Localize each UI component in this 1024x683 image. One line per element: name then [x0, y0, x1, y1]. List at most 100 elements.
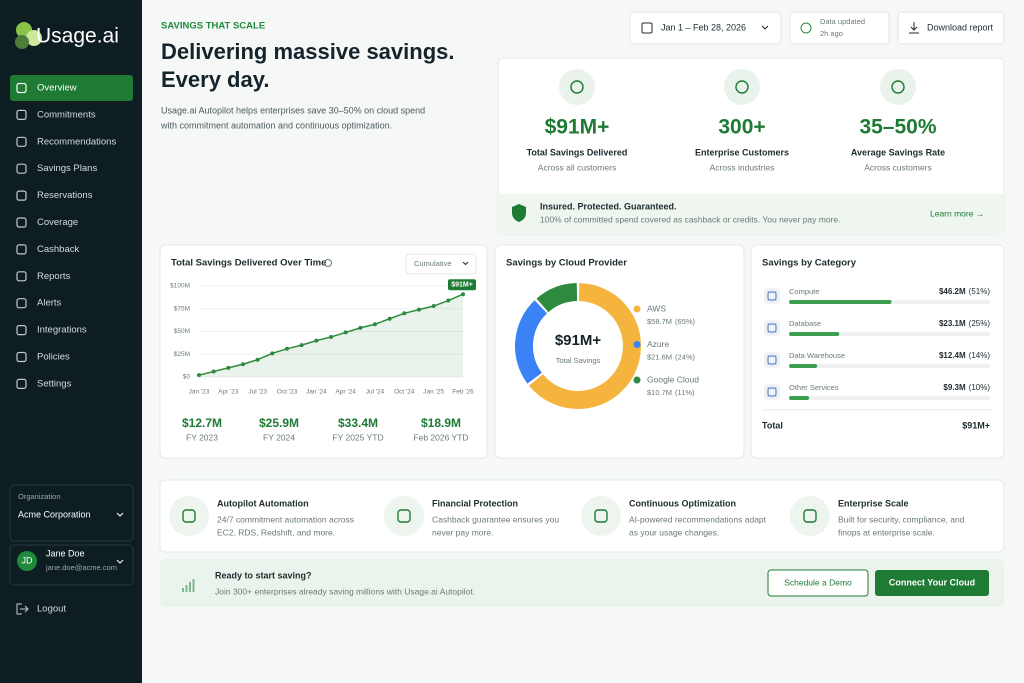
demo-label[interactable]: Schedule a Demo [784, 577, 852, 587]
point [358, 325, 363, 330]
avatar-initials: JD [22, 555, 34, 565]
legend-dot [633, 376, 641, 384]
nav-item[interactable]: Alerts [37, 298, 62, 309]
x-tick-label: Jan '23 [189, 389, 210, 396]
nav-item[interactable]: Settings [37, 378, 72, 389]
connect-label[interactable]: Connect Your Cloud [889, 577, 975, 587]
mode-select[interactable] [405, 253, 477, 275]
point [387, 316, 392, 321]
feature-text: 24/7 commitment automation across [217, 514, 354, 524]
summary-value: $33.4M [338, 416, 378, 430]
share-label: (14%) [969, 351, 991, 360]
date-range[interactable]: Jan 1 – Feb 28, 2026 [661, 22, 746, 32]
point [314, 338, 319, 343]
brand: Usage.ai [36, 25, 119, 48]
nav-item[interactable]: Reports [37, 271, 71, 282]
nav-item[interactable]: Savings Plans [37, 163, 97, 174]
summary-value: $12.7M [182, 416, 222, 430]
category-icon [764, 384, 780, 400]
stat-glyph [735, 80, 749, 94]
x-tick-label: Apr '24 [335, 389, 356, 396]
nav-icon [16, 325, 27, 336]
download[interactable]: Download report [927, 22, 994, 32]
legend-value: $10.7M (11%) [647, 388, 695, 397]
nav-item[interactable]: Coverage [37, 217, 78, 228]
value-label: $12.4M [939, 351, 966, 360]
category-name: Other Services [789, 383, 839, 392]
category-name: Data Warehouse [789, 351, 845, 360]
summary-label: FY 2024 [263, 432, 295, 442]
legend-value: $58.7M (65%) [647, 317, 696, 326]
donut-center-value: $91M+ [555, 332, 602, 349]
updated-ago: 2h ago [820, 29, 843, 38]
point [329, 334, 333, 339]
nav-item[interactable]: Recommendations [37, 136, 116, 147]
org-box[interactable] [9, 484, 134, 542]
date-button[interactable] [629, 11, 782, 45]
point [255, 357, 260, 362]
nav-item[interactable]: Cashback [37, 244, 79, 255]
stat-glyph [570, 80, 584, 94]
feature-icon [384, 496, 424, 536]
category-glyph [767, 387, 777, 397]
category-glyph [767, 291, 777, 301]
stat-label: Total Savings Delivered [527, 147, 628, 157]
description: with commitment automation and continuou… [160, 120, 392, 130]
nav-item[interactable]: Policies [37, 352, 70, 363]
nav-item[interactable]: Overview [37, 83, 77, 94]
stat-label: Average Savings Rate [851, 147, 945, 157]
learn-more[interactable]: Learn more → [930, 208, 984, 218]
legend-label: Google Cloud [647, 374, 699, 384]
chart-title: Savings by Cloud Provider [506, 258, 627, 269]
connect-button[interactable] [875, 570, 989, 596]
value-label: $10.7M [647, 388, 672, 397]
mode[interactable]: Cumulative [414, 259, 452, 268]
download-button[interactable] [897, 11, 1005, 45]
legend-value: $21.6M (24%) [647, 352, 696, 361]
value-label: $21.6M [647, 352, 672, 361]
category-glyph [767, 355, 777, 365]
guarantee-title: Insured. Protected. Guaranteed. [540, 201, 677, 211]
category-icon [764, 320, 780, 336]
stat-value: 35–50% [859, 116, 936, 139]
x-tick-label: Jan '24 [306, 389, 327, 396]
nav-icon [16, 351, 27, 363]
nav-item[interactable]: Commitments [37, 109, 96, 120]
category-icon [764, 288, 780, 304]
feature-icon [581, 496, 621, 536]
bar [789, 332, 840, 336]
org-label: Organization [18, 492, 61, 501]
category-glyph [767, 323, 777, 333]
nav-item[interactable]: Integrations [37, 325, 87, 336]
shield-icon [512, 204, 526, 222]
nav-icon [16, 190, 27, 201]
chevron [116, 559, 124, 564]
chart-title: Total Savings Delivered Over Time [171, 258, 326, 269]
summary-value: $25.9M [259, 416, 299, 430]
logout[interactable]: Logout [37, 604, 66, 615]
chevron [462, 261, 469, 266]
value-label: $58.7M [647, 317, 672, 326]
value-label: $23.1M [939, 319, 966, 328]
stat-label: Enterprise Customers [695, 147, 789, 157]
nav-active [10, 75, 133, 101]
org-name: Acme Corporation [18, 509, 91, 519]
updated-box [789, 11, 890, 45]
cta-icon-bar [189, 582, 191, 592]
category-card [750, 244, 1005, 459]
cta-icon-bar [192, 579, 195, 592]
point [402, 311, 407, 316]
nav-item[interactable]: Reservations [37, 190, 93, 201]
total-value: $91M+ [962, 420, 990, 430]
nav-icon [16, 163, 27, 174]
category-value: $23.1M (25%) [939, 319, 990, 328]
user-box[interactable] [9, 544, 134, 586]
page-title: Delivering massive savings. [161, 39, 455, 64]
download-icon [909, 22, 919, 34]
x-tick-label: Apr '23 [218, 389, 239, 396]
value-label: $46.2M [939, 287, 966, 296]
feature-glyph [594, 509, 608, 523]
bar-track [789, 396, 990, 400]
demo-button[interactable] [767, 569, 869, 597]
end-label: $91M+ [451, 282, 473, 289]
